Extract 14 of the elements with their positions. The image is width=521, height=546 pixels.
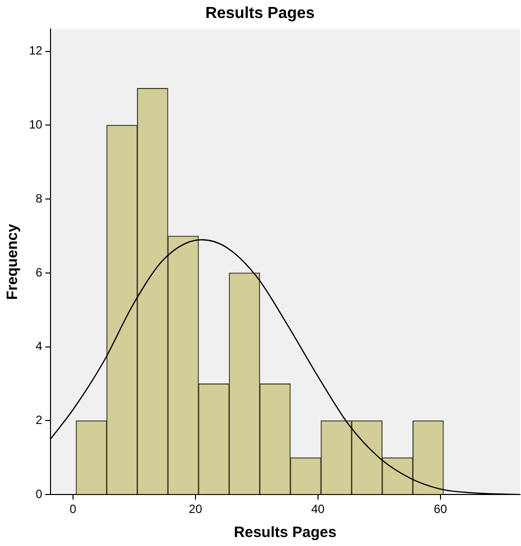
chart-title: Results Pages <box>205 5 315 22</box>
y-tick-label: 12 <box>28 44 43 58</box>
y-tick-label: 8 <box>36 191 43 206</box>
y-tick-label: 6 <box>36 265 43 280</box>
y-tick-label: 4 <box>36 339 43 354</box>
x-tick-label: 40 <box>311 502 325 516</box>
y-tick-label: 2 <box>36 413 43 428</box>
y-axis-title: Frequency <box>4 223 22 300</box>
y-tick-label: 0 <box>36 486 43 501</box>
x-tick-label: 20 <box>188 502 202 516</box>
y-tick-label: 10 <box>28 118 43 132</box>
x-tick-label: 0 <box>70 502 77 516</box>
x-tick-label: 60 <box>434 502 448 516</box>
x-axis-title: Results Pages <box>234 524 336 542</box>
